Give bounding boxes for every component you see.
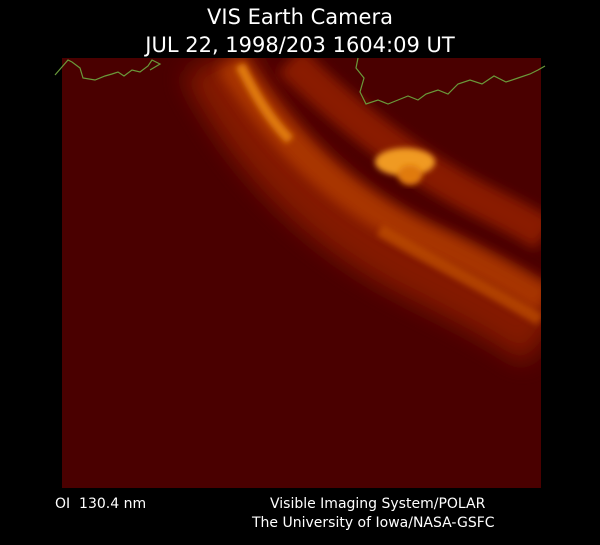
credit-label: The University of Iowa/NASA-GSFC: [251, 515, 495, 531]
coastline: [54, 57, 546, 105]
aurora: [183, 58, 541, 364]
title: VIS Earth Camera: [207, 5, 393, 29]
filter-label: OI 130.4 nm: [55, 496, 146, 512]
instrument-label: Visible Imaging System/POLAR: [270, 496, 486, 512]
subtitle: JUL 22, 1998/203 1604:09 UT: [143, 33, 455, 57]
